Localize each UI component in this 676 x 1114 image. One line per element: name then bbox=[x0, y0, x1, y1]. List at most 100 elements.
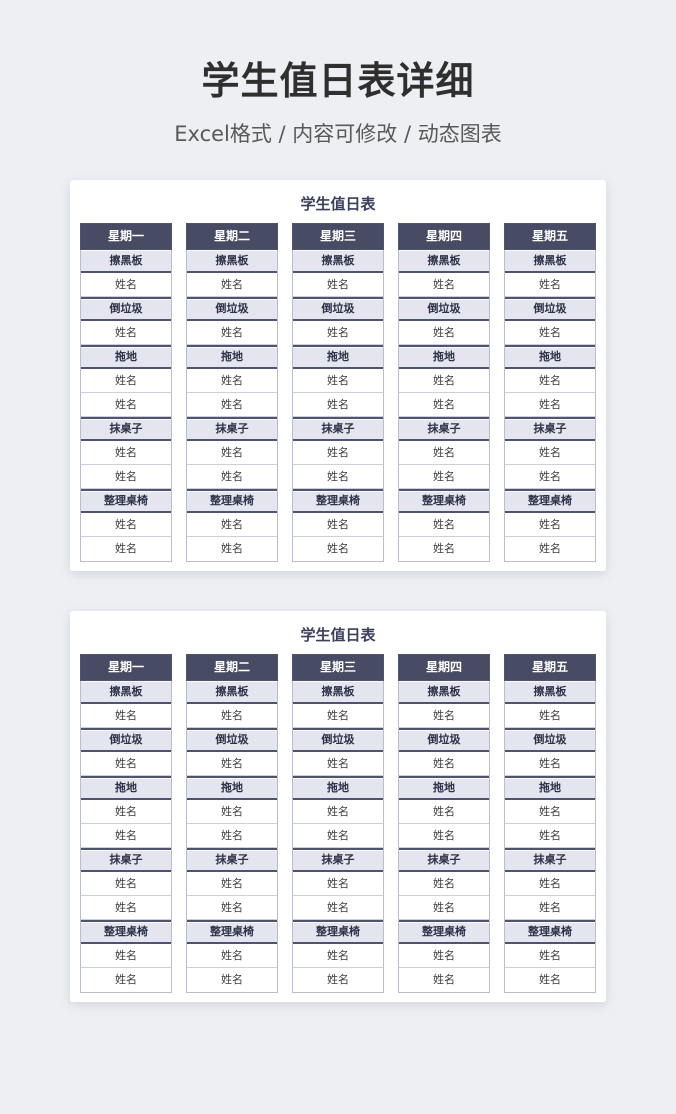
name-cell: 姓名 bbox=[505, 943, 595, 968]
duty-table: 星期一 擦黑板 姓名 倒垃圾 姓名 拖地 姓名 姓名 抹桌子 姓名 姓名 整理桌椅 姓名 姓名 星期二 擦黑板… bbox=[80, 653, 596, 993]
day-header-cell: 星期五 bbox=[504, 222, 596, 250]
name-cell: 姓名 bbox=[505, 967, 595, 992]
task-cell: 擦黑板 bbox=[81, 680, 171, 704]
task-cell: 擦黑板 bbox=[399, 249, 489, 273]
page-title: 学生值日表详细 bbox=[201, 59, 475, 103]
name-cell: 姓名 bbox=[505, 440, 595, 465]
task-cell: 拖地 bbox=[187, 344, 277, 369]
name-cell: 姓名 bbox=[399, 967, 489, 992]
task-cell: 抹桌子 bbox=[399, 416, 489, 441]
day-header-cell: 星期三 bbox=[292, 653, 384, 681]
name-cell: 姓名 bbox=[399, 536, 489, 561]
name-cell: 姓名 bbox=[399, 272, 489, 297]
task-cell: 拖地 bbox=[293, 775, 383, 800]
task-cell: 抹桌子 bbox=[505, 847, 595, 872]
name-cell: 姓名 bbox=[399, 751, 489, 776]
task-cell: 拖地 bbox=[399, 775, 489, 800]
name-cell: 姓名 bbox=[293, 871, 383, 896]
task-cell: 拖地 bbox=[505, 775, 595, 800]
name-cell: 姓名 bbox=[187, 703, 277, 728]
task-cell: 整理桌椅 bbox=[505, 919, 595, 944]
task-cell: 整理桌椅 bbox=[399, 919, 489, 944]
name-cell: 姓名 bbox=[81, 823, 171, 848]
task-cell: 倒垃圾 bbox=[399, 727, 489, 752]
name-cell: 姓名 bbox=[187, 823, 277, 848]
name-cell: 姓名 bbox=[399, 799, 489, 824]
task-cell: 擦黑板 bbox=[505, 680, 595, 704]
name-cell: 姓名 bbox=[505, 823, 595, 848]
name-cell: 姓名 bbox=[399, 895, 489, 920]
name-cell: 姓名 bbox=[187, 440, 277, 465]
task-cell: 抹桌子 bbox=[81, 416, 171, 441]
task-cell: 倒垃圾 bbox=[505, 296, 595, 321]
task-cell: 拖地 bbox=[505, 344, 595, 369]
day-header-cell: 星期二 bbox=[186, 653, 278, 681]
task-cell: 倒垃圾 bbox=[293, 727, 383, 752]
name-cell: 姓名 bbox=[505, 320, 595, 345]
task-cell: 倒垃圾 bbox=[187, 727, 277, 752]
task-cell: 擦黑板 bbox=[187, 680, 277, 704]
task-cell: 拖地 bbox=[399, 344, 489, 369]
name-cell: 姓名 bbox=[187, 392, 277, 417]
day-column: 星期二 擦黑板 姓名 倒垃圾 姓名 拖地 姓名 姓名 抹桌子 姓名 姓名 整理桌椅 姓名 姓名 bbox=[186, 653, 278, 993]
task-cell: 整理桌椅 bbox=[505, 488, 595, 513]
day-column: 星期一 擦黑板 姓名 倒垃圾 姓名 拖地 姓名 姓名 抹桌子 姓名 姓名 整理桌椅 姓名 姓名 bbox=[80, 653, 172, 993]
name-cell: 姓名 bbox=[399, 943, 489, 968]
name-cell: 姓名 bbox=[81, 512, 171, 537]
task-cell: 整理桌椅 bbox=[187, 919, 277, 944]
name-cell: 姓名 bbox=[293, 464, 383, 489]
name-cell: 姓名 bbox=[81, 464, 171, 489]
duty-table-card-1: 学生值日表 星期一 擦黑板 姓名 倒垃圾 姓名 拖地 姓名 姓名 抹桌子 姓名 姓名 整理桌椅 姓名 姓名… bbox=[70, 179, 606, 571]
name-cell: 姓名 bbox=[399, 512, 489, 537]
day-column: 星期三 擦黑板 姓名 倒垃圾 姓名 拖地 姓名 姓名 抹桌子 姓名 姓名 整理桌椅 姓名 姓名 bbox=[292, 222, 384, 562]
name-cell: 姓名 bbox=[293, 943, 383, 968]
name-cell: 姓名 bbox=[505, 272, 595, 297]
name-cell: 姓名 bbox=[505, 368, 595, 393]
name-cell: 姓名 bbox=[187, 799, 277, 824]
task-cell: 倒垃圾 bbox=[81, 296, 171, 321]
name-cell: 姓名 bbox=[399, 368, 489, 393]
name-cell: 姓名 bbox=[293, 272, 383, 297]
task-cell: 倒垃圾 bbox=[399, 296, 489, 321]
name-cell: 姓名 bbox=[293, 703, 383, 728]
name-cell: 姓名 bbox=[187, 536, 277, 561]
day-header-cell: 星期二 bbox=[186, 222, 278, 250]
duty-table: 星期一 擦黑板 姓名 倒垃圾 姓名 拖地 姓名 姓名 抹桌子 姓名 姓名 整理桌椅 姓名 姓名 星期二 擦黑板… bbox=[80, 222, 596, 562]
name-cell: 姓名 bbox=[293, 320, 383, 345]
name-cell: 姓名 bbox=[293, 799, 383, 824]
task-cell: 拖地 bbox=[81, 775, 171, 800]
task-cell: 擦黑板 bbox=[293, 680, 383, 704]
name-cell: 姓名 bbox=[505, 536, 595, 561]
day-header-cell: 星期五 bbox=[504, 653, 596, 681]
name-cell: 姓名 bbox=[293, 368, 383, 393]
name-cell: 姓名 bbox=[505, 751, 595, 776]
name-cell: 姓名 bbox=[505, 464, 595, 489]
name-cell: 姓名 bbox=[187, 751, 277, 776]
task-cell: 抹桌子 bbox=[81, 847, 171, 872]
task-cell: 抹桌子 bbox=[187, 847, 277, 872]
day-column: 星期一 擦黑板 姓名 倒垃圾 姓名 拖地 姓名 姓名 抹桌子 姓名 姓名 整理桌椅 姓名 姓名 bbox=[80, 222, 172, 562]
task-cell: 抹桌子 bbox=[187, 416, 277, 441]
name-cell: 姓名 bbox=[81, 368, 171, 393]
day-column: 星期四 擦黑板 姓名 倒垃圾 姓名 拖地 姓名 姓名 抹桌子 姓名 姓名 整理桌椅 姓名 姓名 bbox=[398, 653, 490, 993]
day-column: 星期五 擦黑板 姓名 倒垃圾 姓名 拖地 姓名 姓名 抹桌子 姓名 姓名 整理桌椅 姓名 姓名 bbox=[504, 222, 596, 562]
name-cell: 姓名 bbox=[293, 967, 383, 992]
task-cell: 擦黑板 bbox=[187, 249, 277, 273]
name-cell: 姓名 bbox=[81, 751, 171, 776]
name-cell: 姓名 bbox=[81, 895, 171, 920]
name-cell: 姓名 bbox=[293, 392, 383, 417]
name-cell: 姓名 bbox=[187, 895, 277, 920]
name-cell: 姓名 bbox=[81, 272, 171, 297]
task-cell: 整理桌椅 bbox=[293, 919, 383, 944]
name-cell: 姓名 bbox=[293, 440, 383, 465]
day-column: 星期三 擦黑板 姓名 倒垃圾 姓名 拖地 姓名 姓名 抹桌子 姓名 姓名 整理桌椅 姓名 姓名 bbox=[292, 653, 384, 993]
task-cell: 整理桌椅 bbox=[81, 488, 171, 513]
table-title: 学生值日表 bbox=[300, 625, 376, 644]
day-header-cell: 星期三 bbox=[292, 222, 384, 250]
task-cell: 整理桌椅 bbox=[187, 488, 277, 513]
task-cell: 倒垃圾 bbox=[293, 296, 383, 321]
name-cell: 姓名 bbox=[399, 871, 489, 896]
task-cell: 抹桌子 bbox=[293, 416, 383, 441]
name-cell: 姓名 bbox=[81, 943, 171, 968]
day-column: 星期五 擦黑板 姓名 倒垃圾 姓名 拖地 姓名 姓名 抹桌子 姓名 姓名 整理桌椅 姓名 姓名 bbox=[504, 653, 596, 993]
